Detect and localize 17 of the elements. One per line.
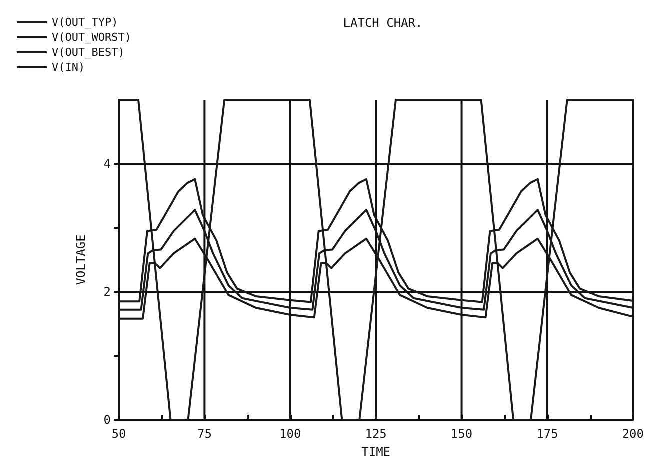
legend-label: V(IN) <box>52 61 86 74</box>
y-tick-label: 0 <box>104 413 111 427</box>
legend-label: V(OUT_TYP) <box>52 16 118 29</box>
y-axis-title: VOLTAGE <box>74 234 88 286</box>
y-tick-label: 2 <box>104 285 111 299</box>
chart-title: LATCH CHAR. <box>343 16 423 30</box>
x-tick-label: 150 <box>450 427 473 441</box>
x-tick-label: 200 <box>622 427 644 441</box>
legend-label: V(OUT_BEST) <box>52 46 125 59</box>
x-tick-label: 100 <box>280 427 302 441</box>
legend-label: V(OUT_WORST) <box>52 31 132 44</box>
x-tick-label: 50 <box>112 427 126 441</box>
x-axis-title: TIME <box>362 445 391 459</box>
x-tick-label: 125 <box>365 427 387 441</box>
y-tick-label: 4 <box>104 157 111 171</box>
x-tick-label: 75 <box>197 427 212 441</box>
x-tick-label: 175 <box>536 427 558 441</box>
